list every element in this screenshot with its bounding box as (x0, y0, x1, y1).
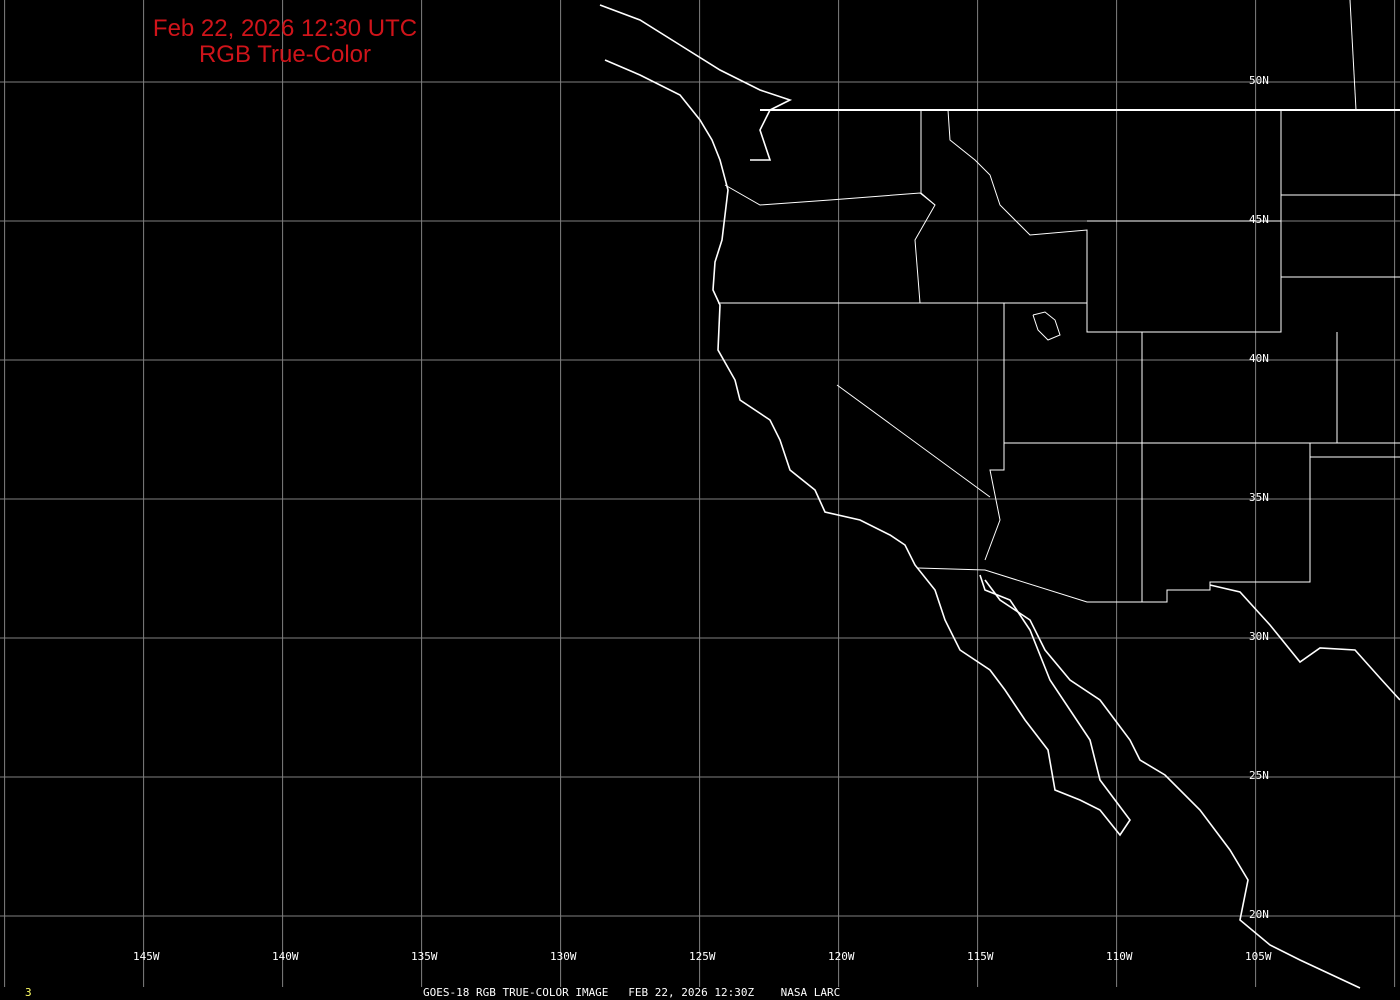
utah-az-border (1004, 332, 1338, 444)
footer-caption: GOES-18 RGB TRUE-COLOR IMAGE FEB 22, 202… (423, 986, 841, 999)
latitude-label: 40N (1249, 352, 1269, 365)
wa-or-border (724, 184, 936, 206)
mt-canada-line (1349, 0, 1357, 111)
mainland-mexico-coast (984, 579, 1361, 989)
title-date: Feb 22, 2026 12:30 UTC (152, 15, 418, 42)
longitude-label: 115W (967, 950, 994, 963)
longitude-label: 120W (828, 950, 855, 963)
nv-east-border (984, 303, 1005, 561)
great-salt-lake (1032, 311, 1061, 341)
gulf-of-mexico-coast (1209, 584, 1400, 701)
longitude-label: 140W (272, 950, 299, 963)
longitude-label: 105W (1245, 950, 1272, 963)
longitude-label: 135W (411, 950, 438, 963)
latitude-label: 20N (1249, 908, 1269, 921)
longitude-label: 110W (1106, 950, 1133, 963)
coastlines (599, 4, 1400, 989)
id-mt-border (947, 109, 1282, 333)
latitude-label: 35N (1249, 491, 1269, 504)
title-product: RGB True-Color (198, 41, 372, 68)
latitude-label: 25N (1249, 769, 1269, 782)
longitude-label: 125W (689, 950, 716, 963)
pacific-coast (604, 59, 1131, 837)
political-borders (718, 0, 1400, 603)
longitude-label: 130W (550, 950, 577, 963)
latitude-label: 30N (1249, 630, 1269, 643)
bc-coast (599, 4, 793, 161)
latitude-label: 50N (1249, 74, 1269, 87)
longitude-label: 145W (133, 950, 160, 963)
latitude-label: 45N (1249, 213, 1269, 226)
frame-number: 3 (25, 986, 32, 999)
idaho-west-border (914, 110, 936, 304)
tx-panhandle (917, 443, 1311, 603)
ca-nv-border (836, 384, 991, 498)
